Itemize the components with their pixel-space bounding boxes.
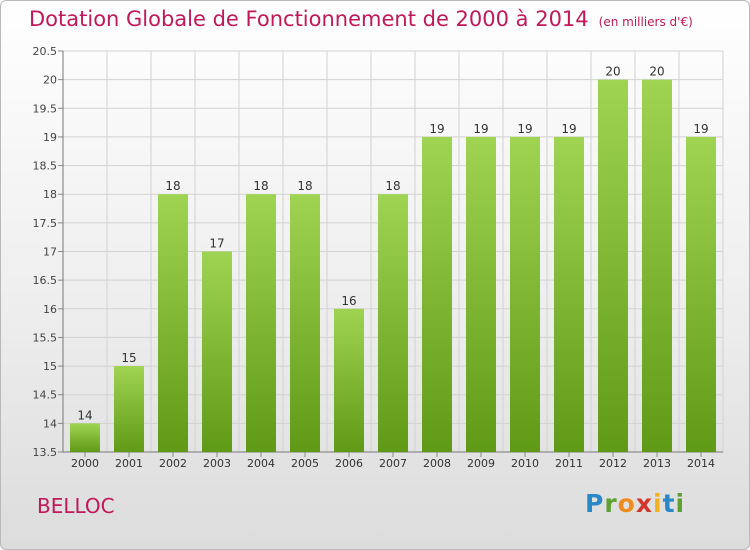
data-label-2000: 14 [77, 408, 92, 422]
data-label-2003: 17 [209, 237, 224, 251]
data-label-2014: 19 [693, 122, 708, 136]
y-tick-label: 20 [43, 74, 57, 87]
x-tick-label-2003: 2003 [203, 457, 231, 470]
x-tick-label-2000: 2000 [71, 457, 99, 470]
bar-2013 [642, 79, 672, 453]
bar-2014 [686, 136, 716, 452]
x-tick-label-2011: 2011 [555, 457, 583, 470]
bar-2012 [598, 79, 628, 453]
commune-name: BELLOC [37, 494, 115, 518]
y-tick-label: 17 [43, 246, 57, 259]
y-tick-label: 13.5 [33, 446, 58, 459]
data-label-2008: 19 [429, 122, 444, 136]
y-tick-label: 15.5 [33, 331, 58, 344]
chart-title: Dotation Globale de Fonctionnement de 20… [29, 7, 693, 31]
chart-title-text: Dotation Globale de Fonctionnement de 20… [29, 7, 589, 31]
y-tick-label: 15 [43, 360, 57, 373]
x-tick-label-2006: 2006 [335, 457, 363, 470]
bar-2011 [554, 136, 584, 452]
x-tick-label-2008: 2008 [423, 457, 451, 470]
x-tick-label-2005: 2005 [291, 457, 319, 470]
x-tick-label-2013: 2013 [643, 457, 671, 470]
bar-2001 [114, 366, 144, 452]
y-tick-label: 17.5 [33, 217, 58, 230]
bar-2010 [510, 136, 540, 452]
data-label-2007: 18 [385, 179, 400, 193]
data-label-2005: 18 [297, 179, 312, 193]
y-tick-label: 19 [43, 131, 57, 144]
bar-2004 [246, 194, 276, 452]
bar-2008 [422, 136, 452, 452]
y-tick-label: 14 [43, 417, 57, 430]
proxiti-logo: Proxiti [585, 489, 686, 518]
data-label-2009: 19 [473, 122, 488, 136]
data-label-2002: 18 [165, 179, 180, 193]
data-label-2006: 16 [341, 294, 356, 308]
x-tick-label-2007: 2007 [379, 457, 407, 470]
y-tick-label: 18 [43, 188, 57, 201]
bar-2007 [378, 194, 408, 452]
chart-subtitle: (en milliers d'€) [598, 15, 693, 29]
bar-2003 [202, 251, 232, 452]
data-labels: 14 15 18 17 18 18 16 18 19 19 19 19 20 20 19 [77, 65, 708, 423]
bars [70, 79, 716, 453]
data-label-2010: 19 [517, 122, 532, 136]
x-tick-label-2009: 2009 [467, 457, 495, 470]
data-label-2004: 18 [253, 179, 268, 193]
y-tick-label: 18.5 [33, 160, 58, 173]
x-tick-label-2001: 2001 [115, 457, 143, 470]
x-tick-label-2010: 2010 [511, 457, 539, 470]
data-label-2011: 19 [561, 122, 576, 136]
bar-2000 [70, 423, 100, 452]
bar-2006 [334, 308, 364, 452]
y-tick-label: 14.5 [33, 389, 58, 402]
data-label-2013: 20 [649, 65, 664, 79]
bar-2009 [466, 136, 496, 452]
bar-2005 [290, 194, 320, 452]
data-label-2001: 15 [121, 351, 136, 365]
y-tick-label: 19.5 [33, 102, 58, 115]
x-tick-label-2004: 2004 [247, 457, 275, 470]
y-tick-label: 16 [43, 303, 57, 316]
data-label-2012: 20 [605, 65, 620, 79]
x-tick-label-2012: 2012 [599, 457, 627, 470]
y-tick-label: 20.5 [33, 45, 58, 58]
y-tick-label: 16.5 [33, 274, 58, 287]
x-tick-label-2014: 2014 [687, 457, 715, 470]
bar-2002 [158, 194, 188, 452]
x-tick-label-2002: 2002 [159, 457, 187, 470]
